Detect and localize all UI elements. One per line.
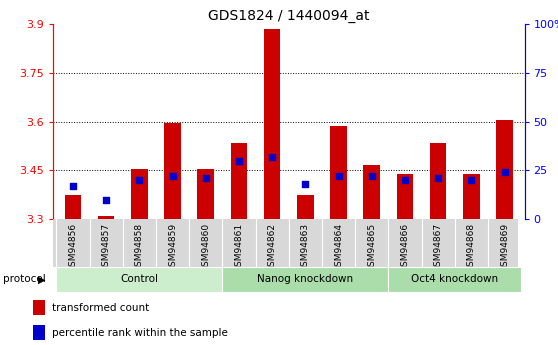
Text: GSM94869: GSM94869: [500, 223, 509, 272]
Text: GSM94857: GSM94857: [102, 223, 110, 272]
Point: [168, 174, 177, 179]
Text: Nanog knockdown: Nanog knockdown: [257, 275, 353, 284]
Text: Control: Control: [121, 275, 158, 284]
Point: [334, 174, 343, 179]
Bar: [98, 216, 114, 219]
Bar: [496, 120, 513, 219]
Text: Oct4 knockdown: Oct4 knockdown: [411, 275, 498, 284]
Text: GSM94859: GSM94859: [168, 223, 177, 272]
Text: GSM94866: GSM94866: [401, 223, 410, 272]
Point: [234, 158, 243, 164]
Bar: [65, 195, 81, 219]
Bar: [430, 143, 446, 219]
Bar: [388, 267, 521, 292]
Text: GSM94860: GSM94860: [201, 223, 210, 272]
Bar: [222, 267, 388, 292]
Point: [467, 177, 476, 183]
Bar: [230, 143, 247, 219]
Point: [434, 175, 442, 181]
Point: [69, 183, 78, 189]
Bar: [131, 169, 148, 219]
Text: GSM94865: GSM94865: [367, 223, 376, 272]
Bar: [264, 29, 281, 219]
Point: [102, 197, 110, 203]
Text: GSM94868: GSM94868: [467, 223, 476, 272]
Text: protocol: protocol: [3, 275, 46, 284]
Text: GSM94864: GSM94864: [334, 223, 343, 272]
Point: [401, 177, 410, 183]
Bar: [463, 174, 480, 219]
Point: [201, 175, 210, 181]
Text: GSM94856: GSM94856: [69, 223, 78, 272]
Text: GSM94862: GSM94862: [268, 223, 277, 272]
Bar: [330, 127, 347, 219]
Title: GDS1824 / 1440094_at: GDS1824 / 1440094_at: [208, 9, 369, 23]
Text: GSM94861: GSM94861: [234, 223, 243, 272]
Point: [500, 169, 509, 175]
Point: [367, 174, 376, 179]
Bar: [297, 195, 314, 219]
Text: GSM94863: GSM94863: [301, 223, 310, 272]
Point: [135, 177, 144, 183]
Point: [268, 154, 277, 159]
Bar: [164, 123, 181, 219]
Bar: [397, 174, 413, 219]
Text: transformed count: transformed count: [52, 303, 150, 313]
Bar: [32, 325, 45, 340]
Point: [301, 181, 310, 187]
Text: GSM94858: GSM94858: [135, 223, 144, 272]
Text: GSM94867: GSM94867: [434, 223, 442, 272]
Text: ▶: ▶: [38, 275, 45, 284]
Text: percentile rank within the sample: percentile rank within the sample: [52, 328, 228, 337]
Bar: [56, 267, 222, 292]
Bar: [32, 300, 45, 315]
Bar: [198, 169, 214, 219]
Bar: [363, 166, 380, 219]
